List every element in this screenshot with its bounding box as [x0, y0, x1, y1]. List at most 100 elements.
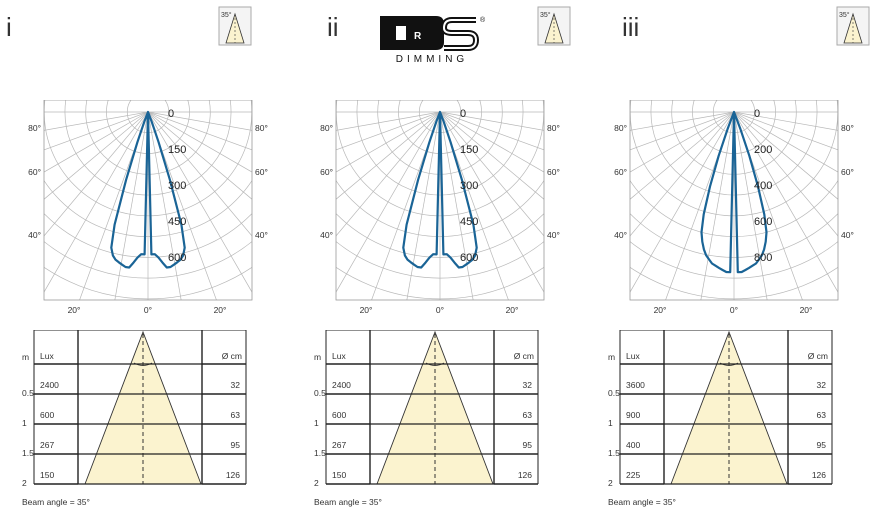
polar-grid-line	[336, 111, 441, 151]
lux-header: Lux	[332, 351, 346, 361]
angle-label-left: 80°	[28, 123, 41, 133]
polar-grid-line	[336, 111, 441, 237]
cone-table-i: m Lux Ø cm 0.5 2400 32 1 600 63 1.5 267 95 2 150 126	[22, 330, 247, 488]
polar-grid-line	[733, 111, 768, 300]
polar-frame	[629, 100, 839, 301]
beam-icon-label: 35°	[540, 11, 551, 19]
polar-grid-line	[44, 111, 149, 173]
diameter-value: 95	[817, 440, 827, 450]
intensity-curve	[700, 110, 768, 274]
distance-value: 1.5	[608, 448, 620, 458]
angle-label-right: 80°	[547, 123, 560, 133]
polar-grid-line	[44, 111, 149, 200]
diameter-value: 95	[231, 440, 241, 450]
lux-value: 150	[332, 470, 346, 480]
radial-tick-label: 0	[754, 108, 760, 120]
polar-grid-line	[114, 111, 149, 300]
angle-label-right: 40°	[841, 230, 854, 240]
polar-grid-line	[44, 111, 149, 237]
angle-label-right: 40°	[255, 230, 268, 240]
polar-grid-line	[733, 111, 838, 131]
polar-grid-line	[44, 111, 149, 293]
diameter-value: 126	[812, 470, 826, 480]
diameter-value: 32	[817, 380, 827, 390]
diameter-value: 95	[523, 440, 533, 450]
intensity-curve	[110, 110, 186, 269]
beam-icon-label: 35°	[839, 11, 850, 19]
polar-grid-line	[630, 111, 735, 173]
diameter-value: 63	[817, 410, 827, 420]
radial-tick-label: 600	[754, 216, 772, 228]
polar-diagram-ii: 0 150 300 450 600 80° 80° 60° 60° 40° 40° 20° 0° 20°	[320, 100, 560, 315]
angle-label-bottom: 20°	[360, 305, 373, 315]
radial-tick-label: 400	[754, 180, 772, 192]
polar-frame	[43, 100, 253, 301]
cone-table-iii: m Lux Ø cm 0.5 3600 32 1 900 63 1.5 400 95 2 225 126	[608, 330, 833, 488]
polar-grid-line	[147, 111, 182, 300]
angle-label-left: 80°	[614, 123, 627, 133]
cone-table-ii: m Lux Ø cm 0.5 2400 32 1 600 63 1.5 267 95 2 150 126	[314, 330, 539, 488]
beam-angle-caption: Beam angle = 35°	[608, 497, 676, 507]
distance-value: 2	[22, 478, 27, 488]
angle-label-bottom: 20°	[214, 305, 227, 315]
angle-label-left: 40°	[320, 230, 333, 240]
radial-tick-label: 300	[460, 180, 478, 192]
logo-letters: R	[414, 31, 422, 42]
lux-value: 150	[40, 470, 54, 480]
polar-grid-line	[147, 111, 252, 293]
radial-tick-label: 300	[168, 180, 186, 192]
radial-tick-label: 150	[460, 144, 478, 156]
diameter-value: 63	[231, 410, 241, 420]
polar-grid-line	[439, 111, 544, 131]
angle-label-right: 60°	[255, 167, 268, 177]
lux-value: 400	[626, 440, 640, 450]
radial-tick-label: 600	[168, 252, 186, 264]
angle-label-left: 60°	[320, 167, 333, 177]
radial-tick-label: 450	[168, 216, 186, 228]
distance-value: 2	[314, 478, 319, 488]
polar-grid-line	[630, 111, 735, 131]
polar-grid-line	[147, 111, 252, 200]
radial-tick-label: 0	[168, 108, 174, 120]
diameter-value: 63	[523, 410, 533, 420]
angle-label-left: 40°	[28, 230, 41, 240]
radial-tick-label: 800	[754, 252, 772, 264]
polar-grid-line	[44, 111, 149, 151]
polar-grid-line	[439, 111, 544, 200]
lux-header: Lux	[626, 351, 640, 361]
distance-header: m	[608, 352, 615, 362]
polar-grid-line	[44, 111, 149, 131]
polar-grid-line	[630, 111, 735, 237]
polar-grid-line	[336, 111, 441, 131]
polar-grid-line	[439, 111, 544, 151]
polar-grid-line	[733, 111, 838, 173]
lux-value: 267	[332, 440, 346, 450]
radial-tick-label: 0	[460, 108, 466, 120]
angle-label-bottom: 0°	[730, 305, 738, 315]
lux-value: 600	[332, 410, 346, 420]
distance-value: 1	[608, 418, 613, 428]
drs-dimming-logo: R ® DIMMING	[380, 16, 486, 65]
angle-label-left: 40°	[614, 230, 627, 240]
polar-grid-line	[336, 111, 441, 200]
registered-mark: ®	[480, 16, 486, 24]
distance-value: 0.5	[608, 388, 620, 398]
lux-value: 600	[40, 410, 54, 420]
lux-value: 225	[626, 470, 640, 480]
polar-grid-line	[630, 111, 735, 293]
panel-label-i: i	[6, 12, 12, 42]
diameter-header: Ø cm	[514, 351, 534, 361]
beam-angle-icon: 35°	[836, 6, 870, 46]
angle-label-right: 40°	[547, 230, 560, 240]
beam-angle-icon: 35°	[218, 6, 252, 46]
polar-grid-line	[630, 111, 735, 200]
distance-value: 1	[22, 418, 27, 428]
polar-grid-line	[147, 111, 252, 131]
lux-value: 267	[40, 440, 54, 450]
radial-tick-label: 200	[754, 144, 772, 156]
diameter-value: 126	[226, 470, 240, 480]
polar-grid-line	[406, 111, 441, 300]
distance-value: 0.5	[314, 388, 326, 398]
lux-value: 2400	[40, 380, 59, 390]
lux-header: Lux	[40, 351, 54, 361]
